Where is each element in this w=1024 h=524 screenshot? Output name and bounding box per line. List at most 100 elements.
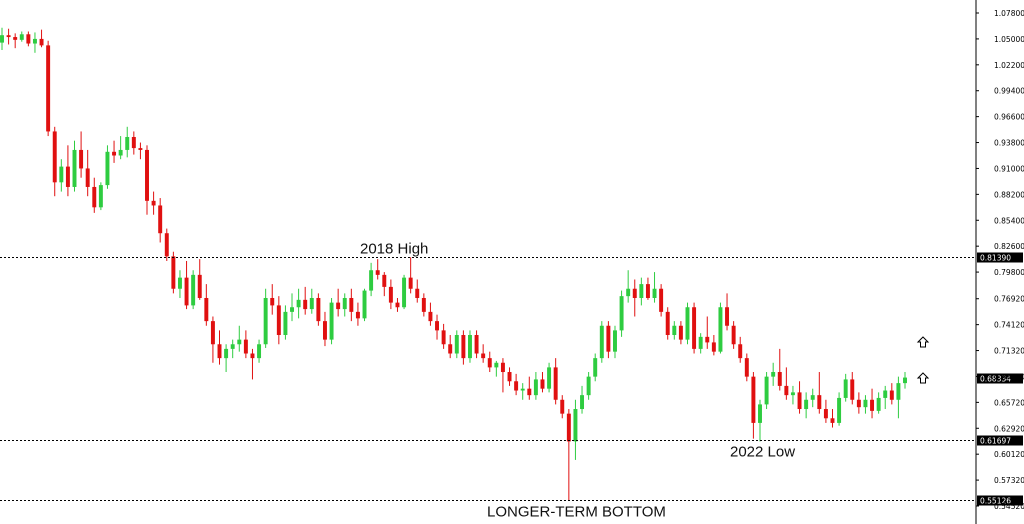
level-price-box bbox=[977, 495, 1023, 506]
candle bbox=[580, 385, 585, 414]
candle-body bbox=[461, 335, 466, 359]
candle-body bbox=[481, 353, 486, 359]
candle bbox=[105, 145, 110, 189]
candle-body bbox=[197, 274, 202, 298]
candle bbox=[204, 284, 209, 326]
candle-body bbox=[85, 168, 90, 187]
candle-body bbox=[98, 185, 103, 208]
candle bbox=[191, 270, 196, 310]
candle bbox=[32, 32, 37, 53]
candle-body bbox=[177, 277, 182, 289]
candle bbox=[164, 228, 169, 261]
candle bbox=[632, 279, 637, 317]
candle bbox=[837, 392, 842, 426]
candle-body bbox=[243, 339, 248, 354]
candle bbox=[217, 330, 222, 365]
candle-body bbox=[738, 344, 743, 359]
candle-body bbox=[237, 339, 242, 345]
candle-body bbox=[626, 288, 631, 297]
candle-body bbox=[59, 166, 64, 183]
candle bbox=[276, 296, 281, 345]
candle-body bbox=[533, 379, 538, 396]
tick-label: 0.54520 bbox=[994, 502, 1024, 511]
candle bbox=[388, 279, 393, 310]
candle-body bbox=[843, 379, 848, 398]
candle bbox=[692, 302, 697, 354]
candle-body bbox=[645, 284, 650, 298]
candle bbox=[652, 272, 657, 303]
candle-body bbox=[790, 392, 795, 396]
candle-body bbox=[230, 344, 235, 349]
candle-body bbox=[764, 376, 769, 405]
level-annotation: 2018 High bbox=[360, 240, 428, 257]
candle bbox=[804, 392, 809, 419]
candle-body bbox=[889, 390, 894, 400]
candle bbox=[59, 159, 64, 192]
candle-body bbox=[672, 325, 677, 336]
candle-body bbox=[270, 297, 275, 306]
candle bbox=[26, 31, 31, 47]
candle bbox=[659, 284, 664, 317]
candle bbox=[257, 339, 262, 363]
candle bbox=[349, 288, 354, 322]
candle-body bbox=[6, 35, 11, 38]
candle-body bbox=[257, 344, 262, 359]
candle-body bbox=[39, 38, 44, 46]
candle bbox=[790, 385, 795, 405]
candle-body bbox=[507, 372, 512, 382]
candle bbox=[500, 358, 505, 393]
candle-body bbox=[573, 409, 578, 442]
candle-body bbox=[72, 149, 77, 187]
tick-label: 0.93800 bbox=[994, 139, 1024, 148]
candle bbox=[243, 330, 248, 359]
candle-body bbox=[0, 35, 4, 43]
candle-body bbox=[652, 288, 657, 298]
candle-body bbox=[810, 395, 815, 400]
candle-body bbox=[586, 376, 591, 396]
candle bbox=[606, 321, 611, 359]
candle-body bbox=[26, 34, 31, 44]
candle bbox=[263, 288, 268, 348]
candle bbox=[870, 388, 875, 419]
annotations: 2018 High 2022 Low LONGER-TERM BOTTOM bbox=[360, 240, 795, 520]
candle bbox=[586, 372, 591, 400]
candle bbox=[896, 376, 901, 419]
candle-body bbox=[52, 131, 57, 183]
candle-body bbox=[79, 149, 84, 169]
tick-label: 1.07800 bbox=[994, 9, 1024, 18]
candle bbox=[158, 198, 163, 243]
candle-body bbox=[92, 186, 97, 208]
candle bbox=[507, 367, 512, 386]
candle bbox=[322, 311, 327, 347]
candle-body bbox=[296, 299, 301, 308]
candle bbox=[698, 333, 703, 354]
candle-body bbox=[441, 330, 446, 345]
candle bbox=[665, 307, 670, 340]
candle bbox=[138, 142, 143, 160]
candle bbox=[435, 314, 439, 340]
candle-body bbox=[224, 348, 229, 359]
candle-body bbox=[711, 342, 716, 352]
candle bbox=[118, 136, 123, 160]
candle bbox=[468, 330, 472, 363]
tick-label: 0.57320 bbox=[994, 476, 1024, 485]
candle bbox=[863, 395, 868, 414]
candle-body bbox=[303, 299, 308, 310]
candle-body bbox=[112, 151, 117, 156]
candle bbox=[725, 293, 730, 331]
candle-body bbox=[329, 302, 334, 340]
candle-body bbox=[131, 136, 136, 149]
tick-label: 1.02200 bbox=[994, 61, 1024, 70]
candle-body bbox=[883, 390, 888, 398]
candle bbox=[230, 339, 235, 359]
level-lines: 0.81390 0.61697 0.55126 0.68334 bbox=[0, 252, 1023, 506]
candle bbox=[718, 302, 723, 354]
candle-body bbox=[580, 395, 585, 410]
candle bbox=[593, 353, 598, 382]
candle-body bbox=[336, 302, 341, 310]
candle bbox=[883, 385, 888, 410]
candle bbox=[65, 145, 70, 197]
candle bbox=[415, 279, 420, 303]
arrows bbox=[916, 336, 930, 384]
candle-body bbox=[659, 288, 664, 312]
